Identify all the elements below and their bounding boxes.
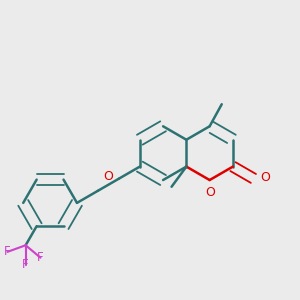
Text: O: O xyxy=(260,171,270,184)
Text: F: F xyxy=(22,258,29,271)
Text: F: F xyxy=(4,245,11,258)
Text: O: O xyxy=(103,170,113,183)
Text: O: O xyxy=(205,186,215,199)
Text: F: F xyxy=(37,251,44,264)
